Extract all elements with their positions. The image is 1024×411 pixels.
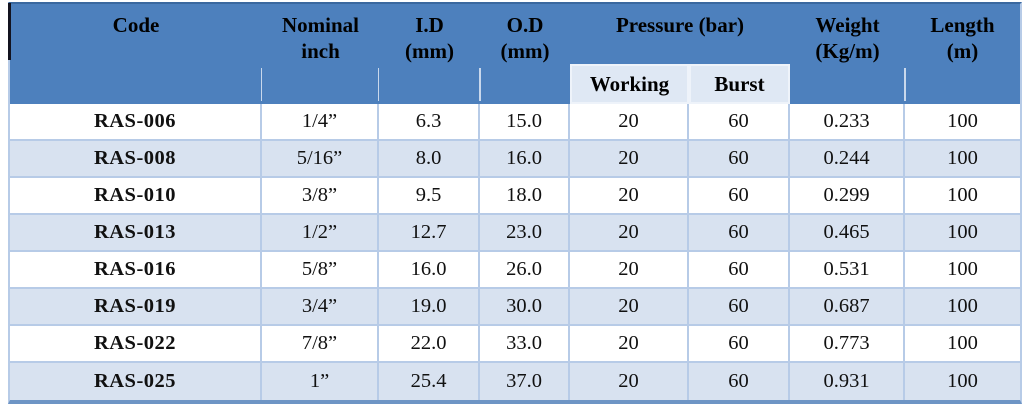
cell-length: 100: [905, 289, 1020, 326]
cell-od-mm: 26.0: [480, 252, 570, 289]
cell-id-mm: 6.3: [379, 104, 480, 141]
table-row: RAS-022 7/8” 22.0 33.0 20 60 0.773 100: [10, 326, 1020, 363]
cell-weight: 0.233: [790, 104, 905, 141]
table-body: RAS-006 1/4” 6.3 15.0 20 60 0.233 100 RAS-008 5/1…: [10, 104, 1020, 400]
cell-length: 100: [905, 178, 1020, 215]
table-row: RAS-006 1/4” 6.3 15.0 20 60 0.233 100: [10, 104, 1020, 141]
cell-length: 100: [905, 104, 1020, 141]
cell-working: 20: [570, 215, 689, 252]
cell-od-mm: 16.0: [480, 141, 570, 178]
table-row: RAS-025 1” 25.4 37.0 20 60 0.931 100: [10, 363, 1020, 400]
cell-burst: 60: [689, 104, 790, 141]
cell-nominal-inch: 5/16”: [262, 141, 379, 178]
cell-burst: 60: [689, 289, 790, 326]
cell-working: 20: [570, 363, 689, 400]
cell-id-mm: 12.7: [379, 215, 480, 252]
cell-length: 100: [905, 252, 1020, 289]
cell-burst: 60: [689, 252, 790, 289]
cell-code: RAS-022: [10, 326, 262, 363]
cell-nominal-inch: 3/8”: [262, 178, 379, 215]
cell-od-mm: 37.0: [480, 363, 570, 400]
cell-code: RAS-006: [10, 104, 262, 141]
cell-burst: 60: [689, 215, 790, 252]
cell-code: RAS-010: [10, 178, 262, 215]
cell-working: 20: [570, 141, 689, 178]
cell-weight: 0.244: [790, 141, 905, 178]
cell-weight: 0.465: [790, 215, 905, 252]
cell-working: 20: [570, 104, 689, 141]
cell-nominal-inch: 1/4”: [262, 104, 379, 141]
col-header-od-mm: O.D (mm): [480, 4, 570, 104]
col-header-id-mm: I.D (mm): [379, 4, 481, 104]
cell-nominal-inch: 3/4”: [262, 289, 379, 326]
col-header-length: Length (m): [905, 4, 1020, 104]
text-cursor: [8, 3, 11, 60]
table-row: RAS-008 5/16” 8.0 16.0 20 60 0.244 100: [10, 141, 1020, 178]
table-row: RAS-019 3/4” 19.0 30.0 20 60 0.687 100: [10, 289, 1020, 326]
cell-code: RAS-019: [10, 289, 262, 326]
cell-od-mm: 33.0: [480, 326, 570, 363]
cell-code: RAS-025: [10, 363, 262, 400]
cell-working: 20: [570, 289, 689, 326]
cell-length: 100: [905, 215, 1020, 252]
cell-nominal-inch: 5/8”: [262, 252, 379, 289]
table-header: Code Nominal inch I.D (mm) O.D (mm) Pres…: [10, 4, 1020, 104]
cell-weight: 0.931: [790, 363, 905, 400]
cell-burst: 60: [689, 363, 790, 400]
cell-weight: 0.531: [790, 252, 905, 289]
cell-od-mm: 15.0: [480, 104, 570, 141]
col-header-pressure: Pressure (bar): [570, 4, 790, 64]
cell-working: 20: [570, 252, 689, 289]
col-header-nominal-inch: Nominal inch: [262, 4, 380, 104]
hose-spec-table: Code Nominal inch I.D (mm) O.D (mm) Pres…: [8, 2, 1022, 404]
cell-nominal-inch: 1/2”: [262, 215, 379, 252]
cell-length: 100: [905, 326, 1020, 363]
cell-id-mm: 22.0: [379, 326, 480, 363]
cell-burst: 60: [689, 141, 790, 178]
cell-working: 20: [570, 178, 689, 215]
cell-nominal-inch: 7/8”: [262, 326, 379, 363]
cell-burst: 60: [689, 326, 790, 363]
table-row: RAS-010 3/8” 9.5 18.0 20 60 0.299 100: [10, 178, 1020, 215]
cell-working: 20: [570, 326, 689, 363]
cell-weight: 0.687: [790, 289, 905, 326]
cell-od-mm: 30.0: [480, 289, 570, 326]
cell-weight: 0.773: [790, 326, 905, 363]
col-header-weight: Weight (Kg/m): [790, 4, 906, 104]
col-header-burst: Burst: [689, 64, 790, 104]
cell-id-mm: 25.4: [379, 363, 480, 400]
col-header-working: Working: [570, 64, 689, 104]
cell-id-mm: 16.0: [379, 252, 480, 289]
cell-nominal-inch: 1”: [262, 363, 379, 400]
table-row: RAS-013 1/2” 12.7 23.0 20 60 0.465 100: [10, 215, 1020, 252]
cell-length: 100: [905, 141, 1020, 178]
col-header-code: Code: [10, 4, 263, 104]
cell-od-mm: 23.0: [480, 215, 570, 252]
table-row: RAS-016 5/8” 16.0 26.0 20 60 0.531 100: [10, 252, 1020, 289]
cell-length: 100: [905, 363, 1020, 400]
cell-id-mm: 8.0: [379, 141, 480, 178]
cell-od-mm: 18.0: [480, 178, 570, 215]
cell-burst: 60: [689, 178, 790, 215]
cell-id-mm: 19.0: [379, 289, 480, 326]
cell-code: RAS-013: [10, 215, 262, 252]
cell-id-mm: 9.5: [379, 178, 480, 215]
cell-code: RAS-016: [10, 252, 262, 289]
cell-weight: 0.299: [790, 178, 905, 215]
cell-code: RAS-008: [10, 141, 262, 178]
